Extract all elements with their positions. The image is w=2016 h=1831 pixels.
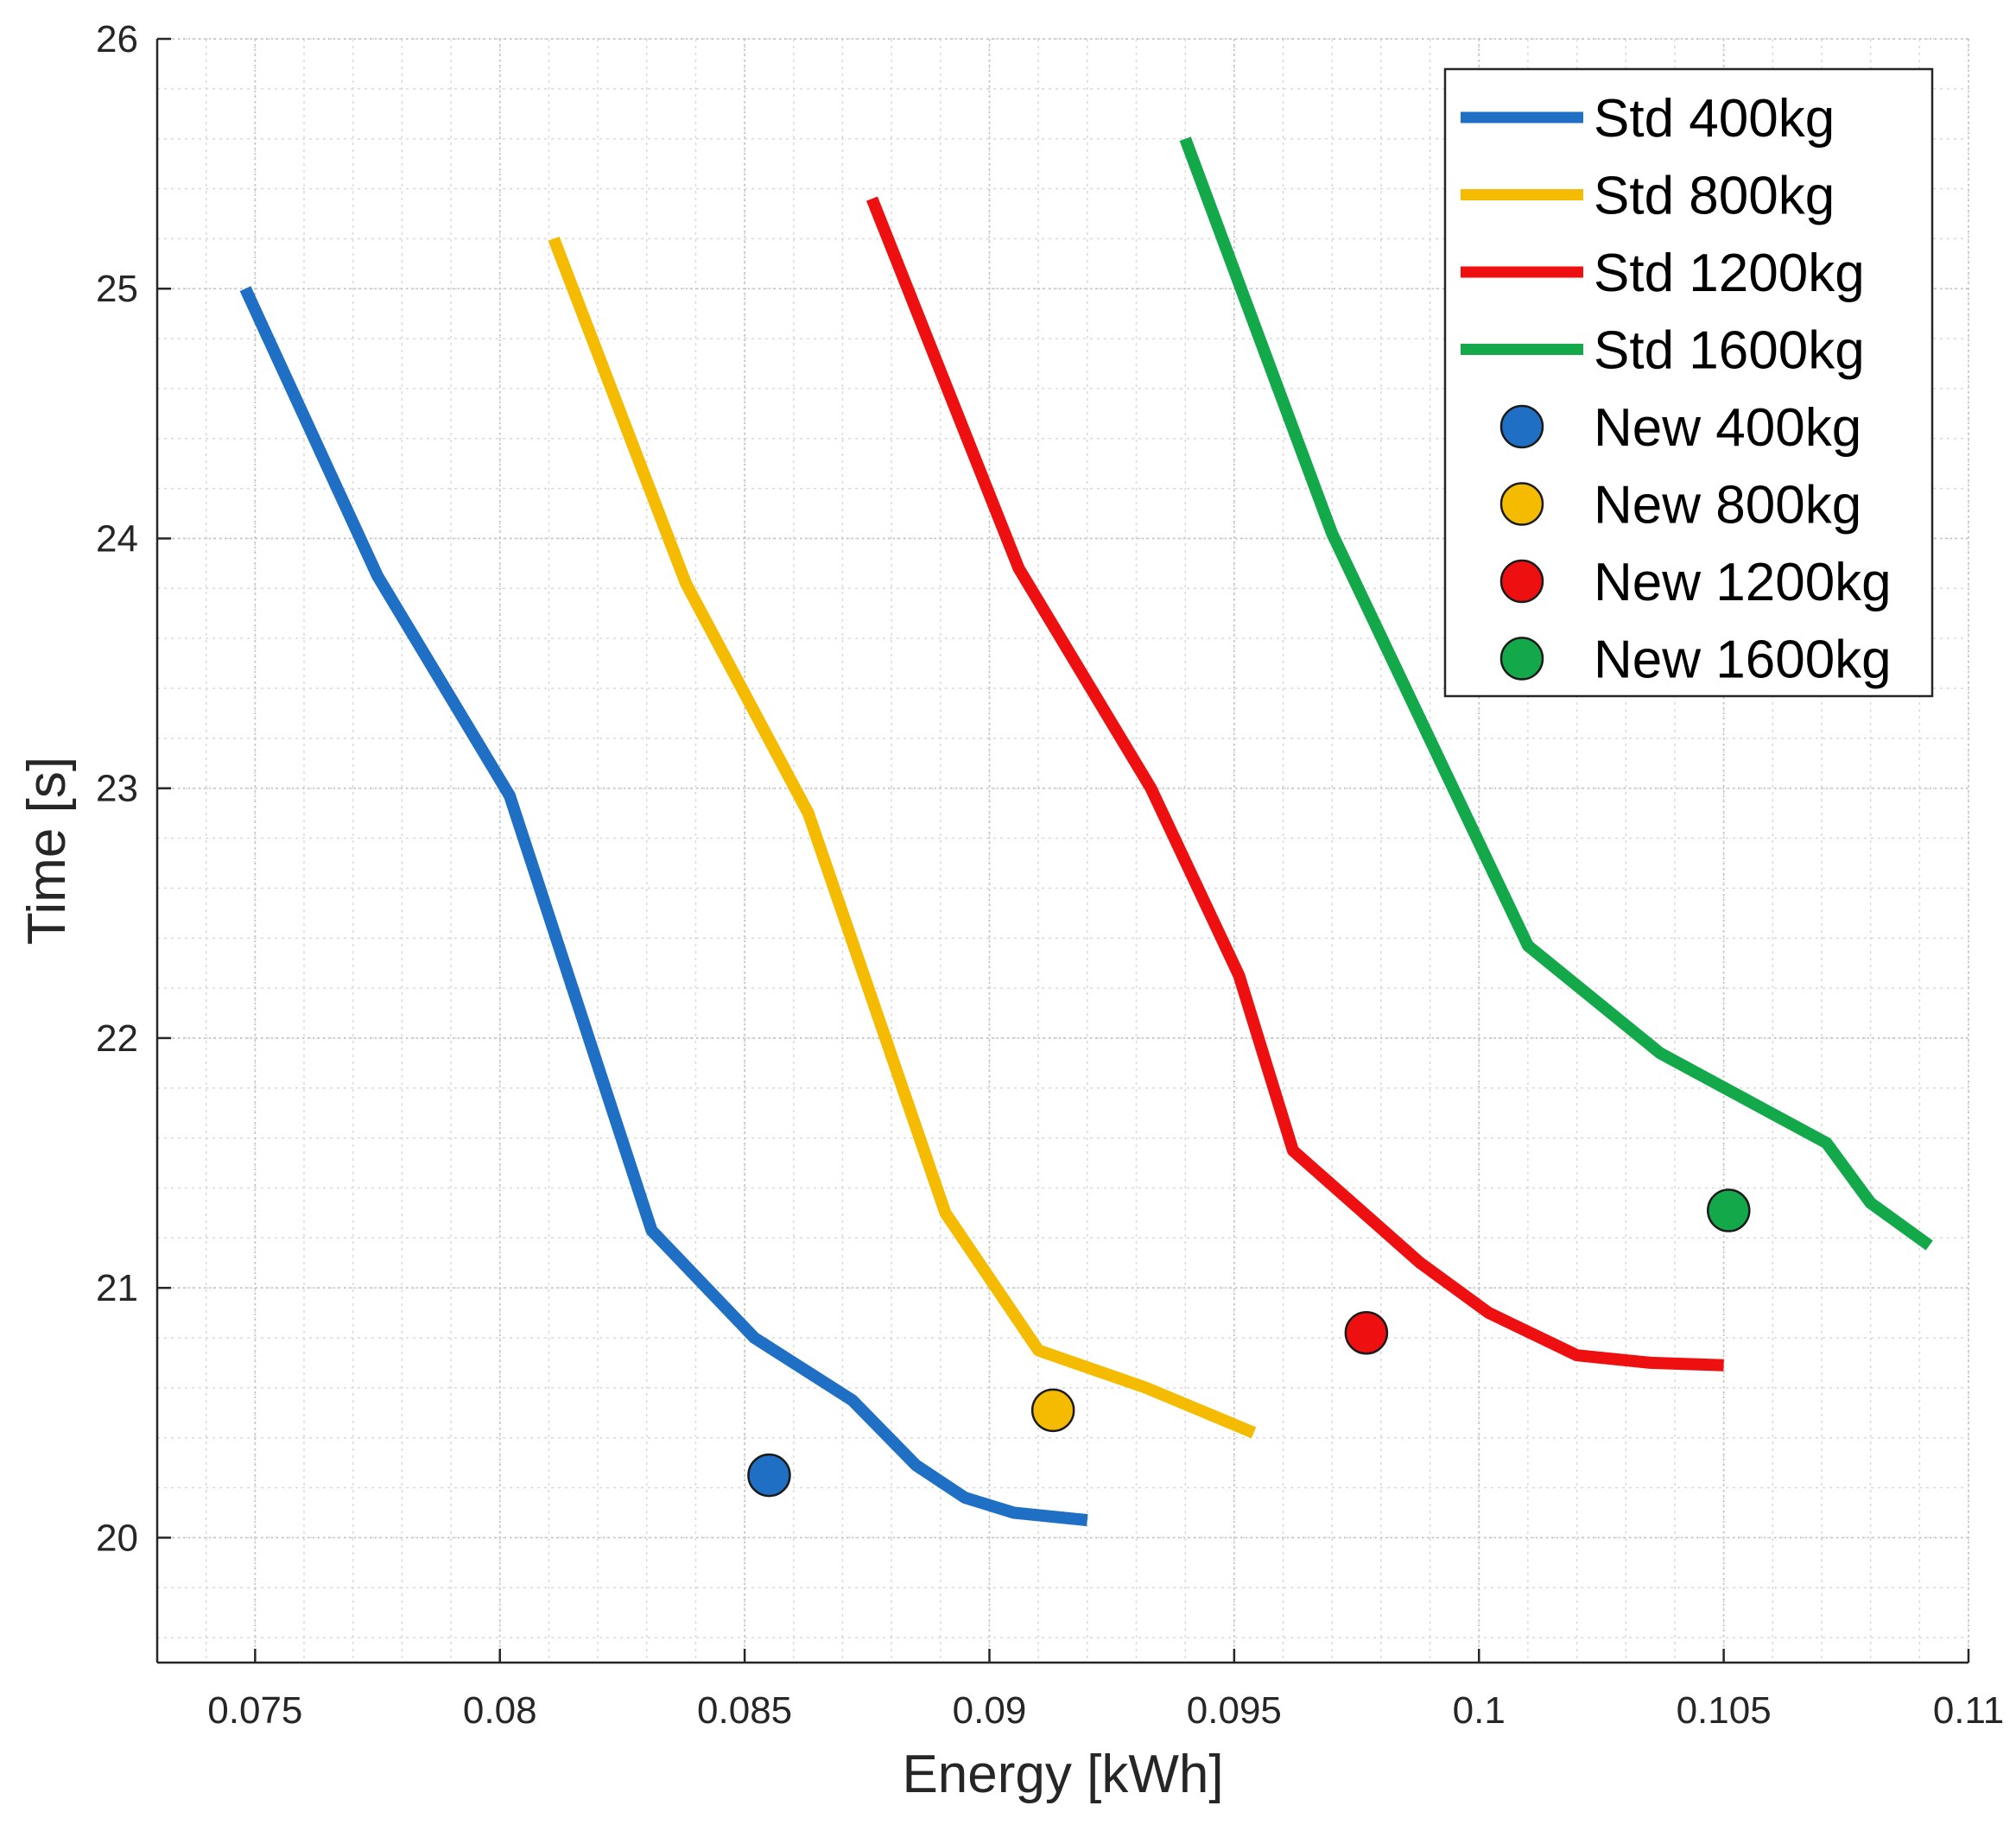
series-line-std-800kg [548, 236, 1257, 1439]
legend-swatch-new-1600kg [1499, 637, 1544, 681]
legend-swatch-new-1200kg [1499, 559, 1544, 604]
series-marker-new-800kg [1030, 1388, 1075, 1433]
y-tick-label: 24 [96, 517, 138, 560]
legend-label-std-1200kg: Std 1200kg [1594, 244, 1865, 303]
legend-swatch-new-800kg [1499, 482, 1544, 526]
legend-label-std-800kg: Std 800kg [1594, 167, 1835, 226]
series-marker-new-1200kg [1344, 1310, 1389, 1355]
series-line-std-400kg [239, 286, 1088, 1527]
legend-label-new-400kg: New 400kg [1594, 398, 1861, 458]
y-axis-label: Time [s] [17, 757, 77, 945]
x-tick-label: 0.11 [1933, 1689, 2004, 1732]
x-tick-label: 0.09 [953, 1689, 1027, 1732]
x-tick-label: 0.08 [463, 1689, 537, 1732]
legend-swatch-new-400kg [1499, 404, 1544, 449]
series-line-std-1600kg [1179, 136, 1933, 1251]
axes [155, 37, 1970, 1664]
y-tick-label: 26 [96, 18, 138, 60]
x-tick-label: 0.105 [1677, 1689, 1772, 1732]
y-tick-label: 22 [96, 1017, 138, 1060]
legend-label-std-1600kg: Std 1600kg [1594, 321, 1865, 381]
legend: Std 400kg Std 800kg Std 1200kg Std 1600kg Ne… [1443, 67, 1934, 698]
x-tick-label: 0.1 [1453, 1689, 1506, 1732]
legend-label-new-1200kg: New 1200kg [1594, 553, 1892, 612]
x-tick-label: 0.095 [1187, 1689, 1282, 1732]
legend-label-new-1600kg: New 1600kg [1594, 630, 1892, 690]
x-tick-label: 0.085 [697, 1689, 792, 1732]
data-series [239, 136, 1933, 1527]
tick-labels: 0.075 0.08 0.085 0.09 0.095 0.1 0.105 0.11 20 21 2… [96, 18, 2004, 1732]
series-marker-new-400kg [747, 1453, 791, 1498]
y-tick-label: 25 [96, 268, 138, 310]
x-axis-label: Energy [kWh] [902, 1745, 1223, 1804]
y-tick-label: 23 [96, 768, 138, 810]
y-tick-label: 20 [96, 1517, 138, 1559]
series-line-std-1200kg [865, 196, 1724, 1372]
series-marker-new-1600kg [1707, 1188, 1751, 1232]
legend-label-new-800kg: New 800kg [1594, 476, 1861, 535]
legend-label-std-400kg: Std 400kg [1594, 89, 1835, 149]
x-tick-label: 0.075 [207, 1689, 302, 1732]
y-tick-label: 21 [96, 1267, 138, 1309]
